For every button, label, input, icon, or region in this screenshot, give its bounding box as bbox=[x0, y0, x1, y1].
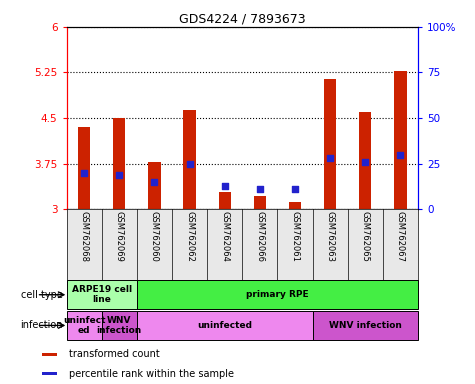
Bar bbox=[42, 353, 57, 356]
Bar bbox=[78, 127, 90, 209]
Bar bbox=[148, 162, 161, 209]
Text: GSM762060: GSM762060 bbox=[150, 212, 159, 262]
Bar bbox=[324, 79, 336, 209]
Point bbox=[221, 182, 228, 189]
Text: GSM762064: GSM762064 bbox=[220, 212, 229, 262]
Text: GSM762069: GSM762069 bbox=[115, 212, 124, 262]
Bar bbox=[137, 280, 418, 309]
Point bbox=[291, 186, 299, 192]
Bar bbox=[113, 118, 125, 209]
Text: infection: infection bbox=[20, 320, 63, 331]
Text: WNV infection: WNV infection bbox=[329, 321, 402, 330]
Bar bbox=[394, 71, 407, 209]
Bar bbox=[313, 311, 418, 340]
Text: GSM762068: GSM762068 bbox=[80, 212, 88, 262]
Point bbox=[151, 179, 158, 185]
Title: GDS4224 / 7893673: GDS4224 / 7893673 bbox=[179, 13, 305, 26]
Point bbox=[80, 170, 88, 176]
Text: WNV
infection: WNV infection bbox=[96, 316, 142, 335]
Text: GSM762066: GSM762066 bbox=[256, 212, 264, 262]
Text: GSM762063: GSM762063 bbox=[326, 212, 334, 262]
Point bbox=[326, 155, 334, 161]
Text: GSM762067: GSM762067 bbox=[396, 212, 405, 262]
Bar bbox=[102, 311, 137, 340]
Point bbox=[186, 161, 193, 167]
Point bbox=[361, 159, 369, 165]
Bar bbox=[218, 192, 231, 209]
Bar bbox=[137, 311, 313, 340]
Text: transformed count: transformed count bbox=[69, 349, 160, 359]
Bar bbox=[66, 311, 102, 340]
Text: uninfect
ed: uninfect ed bbox=[63, 316, 105, 335]
Point bbox=[115, 172, 123, 178]
Text: uninfected: uninfected bbox=[197, 321, 252, 330]
Bar bbox=[359, 112, 371, 209]
Point bbox=[397, 152, 404, 158]
Bar bbox=[289, 202, 301, 209]
Bar bbox=[66, 280, 137, 309]
Bar bbox=[42, 372, 57, 375]
Text: cell type: cell type bbox=[21, 290, 63, 300]
Text: primary RPE: primary RPE bbox=[246, 290, 309, 299]
Text: ARPE19 cell
line: ARPE19 cell line bbox=[72, 285, 132, 305]
Bar bbox=[254, 196, 266, 209]
Text: percentile rank within the sample: percentile rank within the sample bbox=[69, 369, 234, 379]
Point bbox=[256, 186, 264, 192]
Text: GSM762061: GSM762061 bbox=[291, 212, 299, 262]
Text: GSM762062: GSM762062 bbox=[185, 212, 194, 262]
Text: GSM762065: GSM762065 bbox=[361, 212, 370, 262]
Bar bbox=[183, 110, 196, 209]
